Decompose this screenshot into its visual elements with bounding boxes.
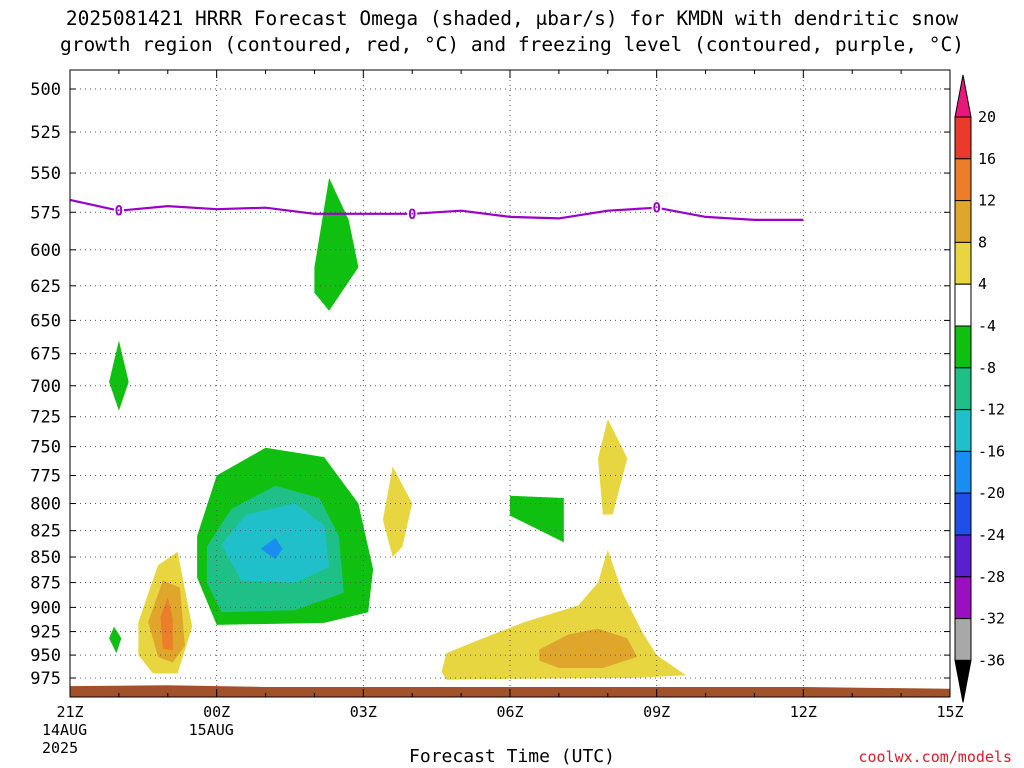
y-tick-label: 600 [30,241,61,261]
colorbar-segment [954,492,972,536]
x-axis-label: Forecast Time (UTC) [409,746,615,767]
colorbar-label: 20 [978,108,996,126]
omega-region [314,177,359,311]
x-tick-date-label: 14AUG [42,721,88,739]
omega-region [510,495,564,543]
y-tick-label: 925 [30,623,61,643]
x-tick-label: 12Z [789,703,817,721]
x-tick-label: 15Z [936,703,964,721]
x-tick-label: 09Z [643,703,671,721]
colorbar-segment [954,200,972,243]
colorbar-label: 12 [978,192,996,210]
omega-region [598,419,628,515]
colorbar-segment [954,534,972,578]
freezing-level-label-bg [113,203,124,218]
colorbar-label: 8 [978,233,987,251]
colorbar-label: 16 [978,150,996,168]
chart-title-line-2: growth region (contoured, red, °C) and f… [60,33,964,56]
colorbar-segment [954,367,972,411]
y-tick-label: 525 [30,123,61,143]
x-tick-label: 21Z [56,703,84,721]
freezing-level-contour: 0 0 0 [69,198,804,223]
colorbar-segment [954,409,972,452]
grid-lines [70,70,950,697]
freezing-level-line [69,198,804,221]
colorbar-label: -24 [978,526,1005,544]
colorbar-segment [954,158,972,202]
freezing-level-label: 0 [115,204,123,220]
colorbar-label: -16 [978,442,1005,460]
colorbar-segment [954,241,972,285]
colorbar-segment [954,450,972,494]
colorbar-label: -32 [978,610,1005,628]
colorbar: 20 16 12 8 4 -4 -8 -12 -16 -20 -24 -28 -32 -36 [954,74,1005,703]
x-tick-label: 00Z [203,703,231,721]
y-tick-label: 850 [30,548,61,568]
colorbar-segment [954,618,972,661]
colorbar-segment [954,283,972,327]
colorbar-label: -4 [978,317,996,335]
chart-title: 2025081421 HRRR Forecast Omega (shaded, … [0,6,1024,58]
omega-shading [109,177,686,680]
colorbar-segment [954,116,972,160]
colorbar-label: -28 [978,568,1005,586]
y-tick-label: 900 [30,598,61,618]
y-tick-label: 550 [30,164,61,184]
freezing-level-label: 0 [408,207,416,223]
colorbar-label: -20 [978,484,1005,502]
colorbar-label: -8 [978,359,996,377]
omega-region [160,597,173,651]
freezing-level-label-bg [407,206,418,221]
x-tick-label: 06Z [496,703,524,721]
axes: 500 525 550 575 600 625 650 675 700 725 750 775 800 8… [30,69,951,698]
y-tick-label: 750 [30,438,61,458]
credit-link[interactable]: coolwx.com/models [858,748,1012,766]
colorbar-bottom-arrow [954,659,972,703]
x-tick-date-label: 15AUG [188,721,234,739]
colorbar-top-arrow [954,74,972,118]
colorbar-segment [954,325,972,369]
y-tick-label: 975 [30,669,61,689]
y-tick-label: 625 [30,277,61,297]
plot-frame [69,69,951,698]
colorbar-label: -36 [978,651,1005,669]
y-tick-label: 775 [30,467,61,487]
omega-region [260,538,283,560]
y-tick-label: 675 [30,345,61,365]
y-tick-label: 825 [30,522,61,542]
y-tick-label: 500 [30,80,61,100]
y-tick-label: 725 [30,408,61,428]
y-tick-label: 950 [30,646,61,666]
colorbar-label: -12 [978,401,1005,419]
omega-region [539,628,638,668]
colorbar-label: 4 [978,275,987,293]
omega-region [382,466,413,557]
colorbar-segment [954,576,972,620]
y-tick-label: 575 [30,203,61,223]
y-tick-label: 875 [30,574,61,594]
omega-region [109,340,129,411]
y-tick-label: 800 [30,495,61,515]
freezing-level-label: 0 [652,201,660,217]
y-tick-label: 700 [30,377,61,397]
y-tick-label: 650 [30,311,61,331]
x-tick-date-label: 2025 [42,739,79,757]
chart-title-line-1: 2025081421 HRRR Forecast Omega (shaded, … [65,7,959,30]
freezing-level-label-bg [651,200,662,215]
omega-region [109,626,122,654]
x-tick-label: 03Z [349,703,377,721]
